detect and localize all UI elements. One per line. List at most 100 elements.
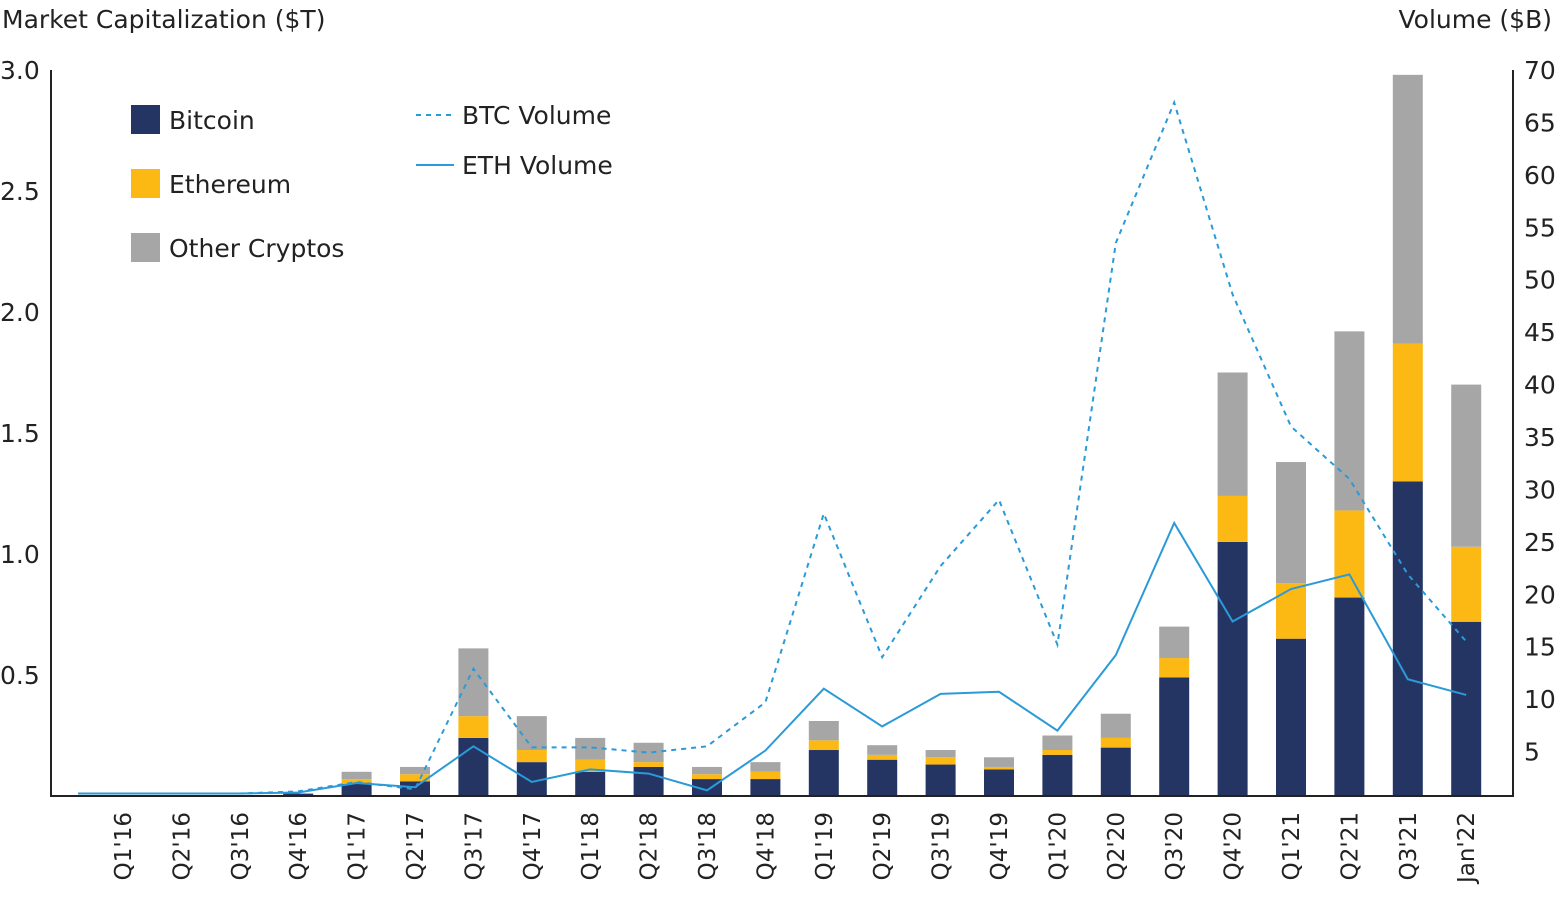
legend-label: ETH Volume bbox=[462, 151, 613, 180]
y-right-tick-label: 55 bbox=[1524, 213, 1556, 242]
bar-bitcoin-16 bbox=[1042, 754, 1073, 796]
bar-ethereum-22 bbox=[1392, 343, 1423, 482]
x-tick-label: Q3'21 bbox=[1396, 812, 1422, 880]
x-tick-label: Q1'19 bbox=[812, 812, 838, 880]
bar-other-cryptos-8 bbox=[575, 737, 606, 760]
bar-other-cryptos-19 bbox=[1217, 372, 1248, 496]
y-right-tick-label: 30 bbox=[1524, 475, 1556, 504]
bar-bitcoin-19 bbox=[1217, 541, 1248, 796]
bar-other-cryptos-4 bbox=[341, 771, 372, 780]
x-tick-label: Q4'17 bbox=[520, 812, 546, 880]
bar-ethereum-9 bbox=[633, 762, 664, 767]
x-tick-label: Q2'18 bbox=[637, 812, 663, 880]
bar-bitcoin-15 bbox=[984, 769, 1014, 796]
y-left-tick-label: 1.0 bbox=[0, 540, 40, 569]
legend-label: Bitcoin bbox=[169, 106, 255, 135]
y-right-label: Volume ($B) bbox=[1399, 5, 1553, 34]
bar-bitcoin-11 bbox=[750, 779, 781, 796]
bar-ethereum-8 bbox=[575, 759, 606, 772]
bar-other-cryptos-9 bbox=[633, 742, 664, 763]
bar-ethereum-23 bbox=[1451, 546, 1482, 622]
legend-label: BTC Volume bbox=[462, 101, 611, 130]
x-tick-label: Q2'21 bbox=[1337, 812, 1363, 880]
bar-ethereum-20 bbox=[1276, 583, 1306, 639]
bar-bitcoin-5 bbox=[400, 781, 430, 796]
line-btc-volume bbox=[78, 99, 1467, 795]
bar-ethereum-10 bbox=[692, 774, 722, 780]
line-eth-volume bbox=[78, 520, 1467, 795]
lines bbox=[78, 99, 1467, 795]
legend-swatch bbox=[131, 105, 160, 134]
y-right-tick-label: 60 bbox=[1524, 161, 1556, 190]
bar-ethereum-6 bbox=[458, 716, 489, 738]
y-right-tick-label: 15 bbox=[1524, 633, 1556, 662]
legend: Bitcoin Ethereum Other Cryptos BTC Volume ET… bbox=[131, 101, 613, 263]
bar-bitcoin-20 bbox=[1276, 638, 1306, 796]
x-tick-label: Q4'19 bbox=[987, 812, 1013, 880]
x-tick-label: Q3'18 bbox=[695, 812, 721, 880]
y-right-tick-label: 45 bbox=[1524, 318, 1556, 347]
bar-ethereum-21 bbox=[1334, 510, 1365, 598]
y-right-tick-label: 35 bbox=[1524, 423, 1556, 452]
y-right-tick-label: 50 bbox=[1524, 266, 1556, 295]
y-right-tick-label: 20 bbox=[1524, 580, 1556, 609]
bar-ethereum-12 bbox=[808, 740, 839, 751]
bar-other-cryptos-16 bbox=[1042, 735, 1073, 751]
bar-other-cryptos-6 bbox=[458, 648, 489, 717]
bar-ethereum-19 bbox=[1217, 495, 1248, 542]
bar-other-cryptos-23 bbox=[1451, 384, 1482, 547]
bar-other-cryptos-13 bbox=[867, 745, 898, 755]
x-tick-label: Q1'17 bbox=[345, 812, 371, 880]
bar-other-cryptos-17 bbox=[1100, 713, 1131, 738]
y-left-tick-label: 3.0 bbox=[0, 56, 40, 85]
x-tick-label: Q1'21 bbox=[1279, 812, 1305, 880]
bar-other-cryptos-11 bbox=[750, 762, 781, 772]
bar-other-cryptos-18 bbox=[1159, 626, 1190, 659]
bar-other-cryptos-21 bbox=[1334, 331, 1365, 511]
bar-other-cryptos-22 bbox=[1392, 74, 1423, 344]
bar-bitcoin-8 bbox=[575, 771, 606, 796]
y-right-tick-label: 40 bbox=[1524, 371, 1556, 400]
bar-ethereum-16 bbox=[1042, 750, 1073, 755]
bar-ethereum-5 bbox=[400, 774, 430, 782]
x-tick-label: Q4'18 bbox=[753, 812, 779, 880]
x-tick-label: Q2'17 bbox=[403, 812, 429, 880]
bar-bitcoin-3 bbox=[283, 793, 314, 796]
y-right-tick-label: 70 bbox=[1524, 56, 1556, 85]
bar-ethereum-14 bbox=[925, 757, 956, 765]
x-tick-label: Q3'16 bbox=[228, 812, 254, 880]
bar-other-cryptos-10 bbox=[692, 766, 722, 775]
ticks: Q1'16 Q2'16 Q3'16 Q4'16 Q1'17 Q2'17 Q3'17 Q4'17… bbox=[0, 56, 1556, 885]
bar-ethereum-15 bbox=[984, 766, 1014, 770]
bar-ethereum-7 bbox=[516, 750, 547, 763]
x-tick-label: Q3'19 bbox=[929, 812, 955, 880]
x-tick-label: Q1'18 bbox=[578, 812, 604, 880]
y-left-tick-label: 2.0 bbox=[0, 298, 40, 327]
x-tick-label: Q3'17 bbox=[461, 812, 487, 880]
x-tick-label: Q2'19 bbox=[870, 812, 896, 880]
bar-bitcoin-4 bbox=[341, 783, 372, 796]
bar-ethereum-4 bbox=[341, 779, 372, 784]
x-tick-label: Jan'22 bbox=[1454, 812, 1480, 885]
x-tick-label: Q1'20 bbox=[1045, 812, 1071, 880]
bar-bitcoin-22 bbox=[1392, 481, 1423, 796]
y-right-tick-label: 25 bbox=[1524, 528, 1556, 557]
bar-bitcoin-14 bbox=[925, 764, 956, 796]
bar-other-cryptos-15 bbox=[984, 757, 1014, 767]
x-tick-label: Q4'16 bbox=[286, 812, 312, 880]
bar-bitcoin-18 bbox=[1159, 677, 1190, 796]
x-tick-label: Q4'20 bbox=[1221, 812, 1247, 880]
bar-other-cryptos-20 bbox=[1276, 462, 1306, 584]
bar-other-cryptos-12 bbox=[808, 720, 839, 741]
bar-other-cryptos-14 bbox=[925, 750, 956, 758]
legend-swatch bbox=[131, 233, 160, 262]
bar-bitcoin-21 bbox=[1334, 597, 1365, 796]
x-tick-label: Q2'20 bbox=[1104, 812, 1130, 880]
bar-bitcoin-10 bbox=[692, 779, 722, 796]
y-left-tick-label: 1.5 bbox=[0, 419, 40, 448]
legend-label: Other Cryptos bbox=[169, 234, 344, 263]
x-tick-label: Q2'16 bbox=[169, 812, 195, 880]
bar-other-cryptos-5 bbox=[400, 766, 430, 775]
bar-ethereum-18 bbox=[1159, 658, 1190, 678]
